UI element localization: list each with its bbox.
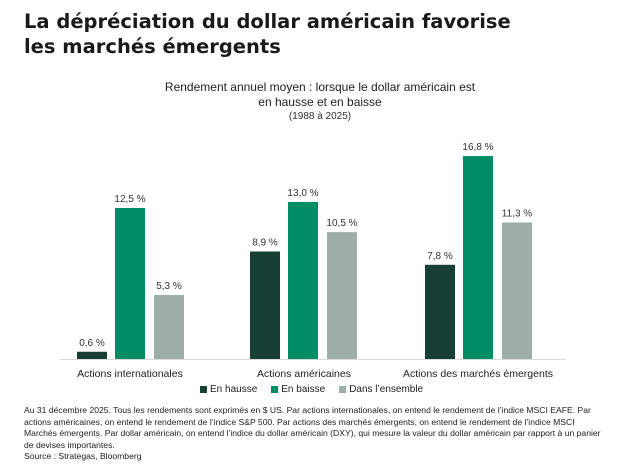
data-label: 12,5 % [114,194,145,205]
data-label: 16,8 % [462,142,493,153]
legend-label-en-baisse: En baisse [281,384,326,395]
bar-chart: 0,6 % 8,9 % 7,8 % 12,5 % 13,0 % 16,8 % 5,3 % 10… [60,142,566,380]
legend-item-dans-ensemble: Dans l’ensemble [339,384,423,395]
bar [115,208,145,359]
legend-label-dans-ensemble: Dans l’ensemble [349,384,424,395]
category-label: Actions internationales [77,368,183,380]
footnote: Au 31 décembre 2025. Tous les rendements… [24,405,604,463]
data-label: 11,3 % [502,208,532,219]
chart-title: Rendement annuel moyen : lorsque le doll… [100,80,540,110]
bar [250,251,280,359]
page-title-line2: les marchés émergents [24,35,281,58]
bar [327,232,357,359]
legend-swatch-dans-ensemble [339,386,347,393]
page-title: La dépréciation du dollar américain favo… [24,9,614,59]
data-label: 0,6 % [79,338,105,349]
bar [502,222,532,359]
data-label: 10,5 % [326,218,357,229]
bar [77,351,107,359]
data-label: 8,9 % [252,237,278,248]
bar [154,294,184,359]
chart-legend: En hausse En baisse Dans l’ensemble [200,384,423,395]
page-title-line1: La dépréciation du dollar américain favo… [24,10,511,33]
legend-item-en-baisse: En baisse [271,384,325,395]
bar [463,156,493,359]
legend-swatch-en-hausse [200,386,207,393]
footnote-text: Au 31 décembre 2025. Tous les rendements… [24,405,601,450]
legend-swatch-en-baisse [271,386,279,393]
bar [425,264,455,359]
category-label: Actions américaines [257,368,351,380]
chart-title-line2: en hausse et en baisse [258,95,382,109]
chart-subtitle: (1988 à 2025) [288,111,352,122]
data-label: 5,3 % [156,281,182,292]
data-label: 13,0 % [287,188,318,199]
data-label: 7,8 % [427,251,453,262]
legend-label-en-hausse: En hausse [210,384,258,395]
bar [288,201,318,359]
footnote-source: Source : Strategas, Bloomberg [24,451,142,462]
legend-item-en-hausse: En hausse [200,384,257,395]
chart-title-line1: Rendement annuel moyen : lorsque le doll… [164,80,476,94]
category-label: Actions des marchés émergents [403,368,553,380]
